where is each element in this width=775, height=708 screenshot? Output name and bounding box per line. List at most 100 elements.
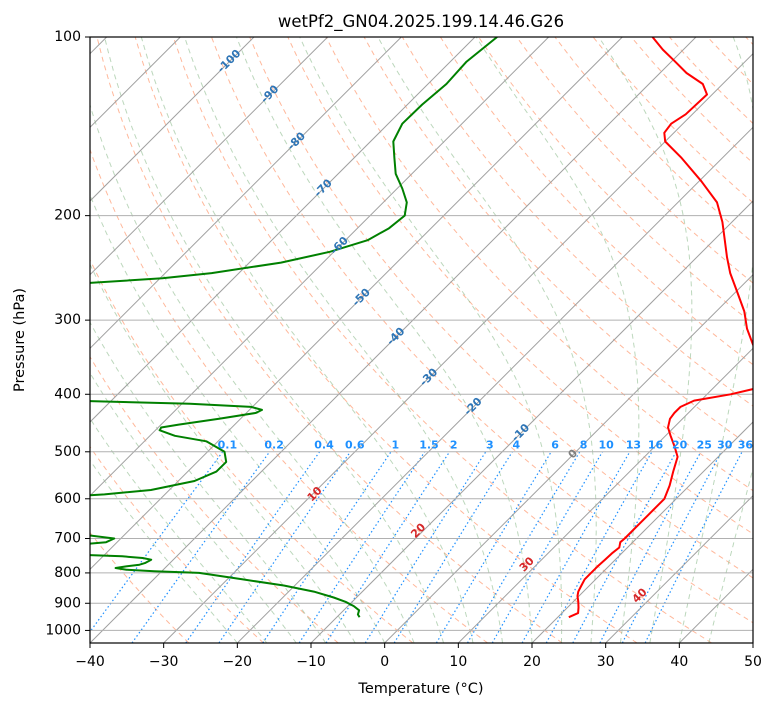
mixing-ratio-label: 0.2	[264, 439, 284, 452]
chart-title: wetPf2_GN04.2025.199.14.46.G26	[278, 12, 564, 32]
x-axis-title: Temperature (°C)	[357, 681, 483, 697]
isotherm-line	[531, 421, 753, 643]
dry-adiabat-line	[96, 37, 563, 643]
mixing-ratio-line	[131, 451, 271, 643]
mixing-ratio-label: 1	[391, 439, 399, 452]
dry-adiabat-line	[401, 37, 753, 407]
mixing-ratio-line	[364, 451, 487, 643]
isotherm-line	[752, 642, 753, 643]
x-tick-label: 20	[523, 654, 541, 670]
isotherm-line	[90, 37, 402, 350]
isotherm-line	[90, 37, 697, 643]
mixing-ratio-label: 8	[580, 439, 588, 452]
mixing-ratio-line	[325, 451, 451, 643]
y-axis-title: Pressure (hPa)	[12, 288, 28, 392]
y-tick-label: 800	[54, 565, 81, 581]
mixing-ratio-label: 6	[551, 439, 559, 452]
mixing-ratio-label: 30	[717, 439, 733, 452]
mixing-ratio-label: 10	[599, 439, 615, 452]
y-tick-label: 600	[54, 491, 81, 507]
dry-adiabat-line	[134, 37, 638, 643]
mixing-ratio-label: 0.6	[345, 439, 365, 452]
x-tick-label: −20	[223, 654, 253, 670]
isotherm-line	[457, 347, 753, 643]
moist-adiabat-line	[90, 263, 356, 643]
moist-adiabat-line	[377, 37, 597, 643]
mixing-ratio-line	[599, 451, 702, 643]
mixing-ratio-label: 4	[512, 439, 520, 452]
x-tick-label: −10	[296, 654, 326, 670]
x-tick-label: 50	[744, 654, 762, 670]
x-tick-label: 0	[380, 654, 389, 670]
mixing-ratio-line	[572, 451, 677, 643]
moist-adiabat-line	[90, 193, 386, 643]
y-tick-label: 1000	[45, 622, 81, 638]
moist-adiabat-line	[140, 37, 474, 643]
y-tick-label: 400	[54, 386, 81, 402]
dry-adiabat-line	[439, 37, 753, 366]
isotherm-line	[605, 494, 753, 643]
dry-adiabat-line	[211, 37, 753, 624]
x-tick-label: 30	[597, 654, 615, 670]
moist-adiabat-line	[184, 37, 503, 643]
mixing-ratio-label: 0.4	[314, 439, 334, 452]
moist-adiabat-line	[299, 37, 563, 643]
x-tick-label: −30	[149, 654, 179, 670]
y-tick-label: 700	[54, 531, 81, 547]
dry-adiabat-line	[516, 37, 753, 284]
dry-adiabat-line	[90, 445, 264, 643]
mixing-ratio-label: 25	[697, 439, 712, 452]
y-tick-label: 500	[54, 444, 81, 460]
dry-adiabat-line	[249, 37, 753, 579]
x-axis-ticks: −40 −30 −20 −10 0 10 20 30 40 50	[75, 643, 762, 670]
mixing-ratio-line	[545, 451, 653, 643]
y-tick-label: 300	[54, 312, 81, 328]
mixing-ratio-label: 1.5	[419, 439, 439, 452]
dry-adiabat-line	[90, 355, 339, 643]
dry-adiabat-line	[90, 148, 488, 643]
dry-adiabat-line	[90, 531, 190, 643]
mixing-ratio-line	[521, 451, 631, 643]
mixing-ratio-line	[262, 451, 392, 643]
mixing-ratio-line	[185, 451, 321, 643]
mixing-ratio-label: 16	[648, 439, 664, 452]
temperature-trace	[568, 37, 753, 619]
mixing-ratio-line	[298, 451, 426, 643]
x-tick-label: 10	[449, 654, 467, 670]
moist-adiabat-line	[598, 37, 693, 643]
moist-adiabat-line	[90, 321, 327, 643]
x-tick-label: 40	[670, 654, 688, 670]
mixing-ratio-label: 0.1	[218, 439, 238, 452]
isotherm-line	[90, 37, 255, 202]
isotherm-line	[310, 200, 753, 643]
plot-background	[90, 37, 753, 643]
y-tick-label: 900	[54, 595, 81, 611]
moist-adiabat-line	[90, 459, 238, 643]
isotherm-line	[90, 37, 329, 276]
y-tick-label: 200	[54, 208, 81, 224]
isotherm-line	[90, 37, 623, 571]
y-axis-ticks: 100 200 300 400 500 600 700 800 900 1000	[45, 29, 90, 638]
mixing-ratio-label: 3	[486, 439, 494, 452]
mixing-ratio-line	[218, 451, 351, 643]
y-tick-label: 100	[54, 29, 81, 45]
plot-frame	[89, 36, 754, 644]
isotherm-line	[236, 126, 753, 643]
x-tick-label: −40	[75, 654, 105, 670]
mixing-ratio-line	[644, 451, 743, 643]
isotherm-line	[90, 37, 476, 423]
mixing-ratio-label: 2	[450, 439, 458, 452]
isotherm-line	[90, 37, 550, 497]
moist-adiabat-line	[104, 37, 445, 643]
mixing-ratio-line	[435, 451, 552, 643]
dry-adiabat-line	[172, 37, 712, 643]
moist-adiabat-line	[475, 37, 640, 643]
sounding-traces	[90, 37, 753, 619]
isotherm-line	[163, 52, 753, 643]
mixing-ratio-label: 13	[626, 439, 641, 452]
isotherm-line	[384, 273, 753, 643]
dewpoint-trace	[90, 37, 498, 618]
mixing-ratio-label: 20	[672, 439, 688, 452]
mixing-ratio-label: 36	[738, 439, 754, 452]
